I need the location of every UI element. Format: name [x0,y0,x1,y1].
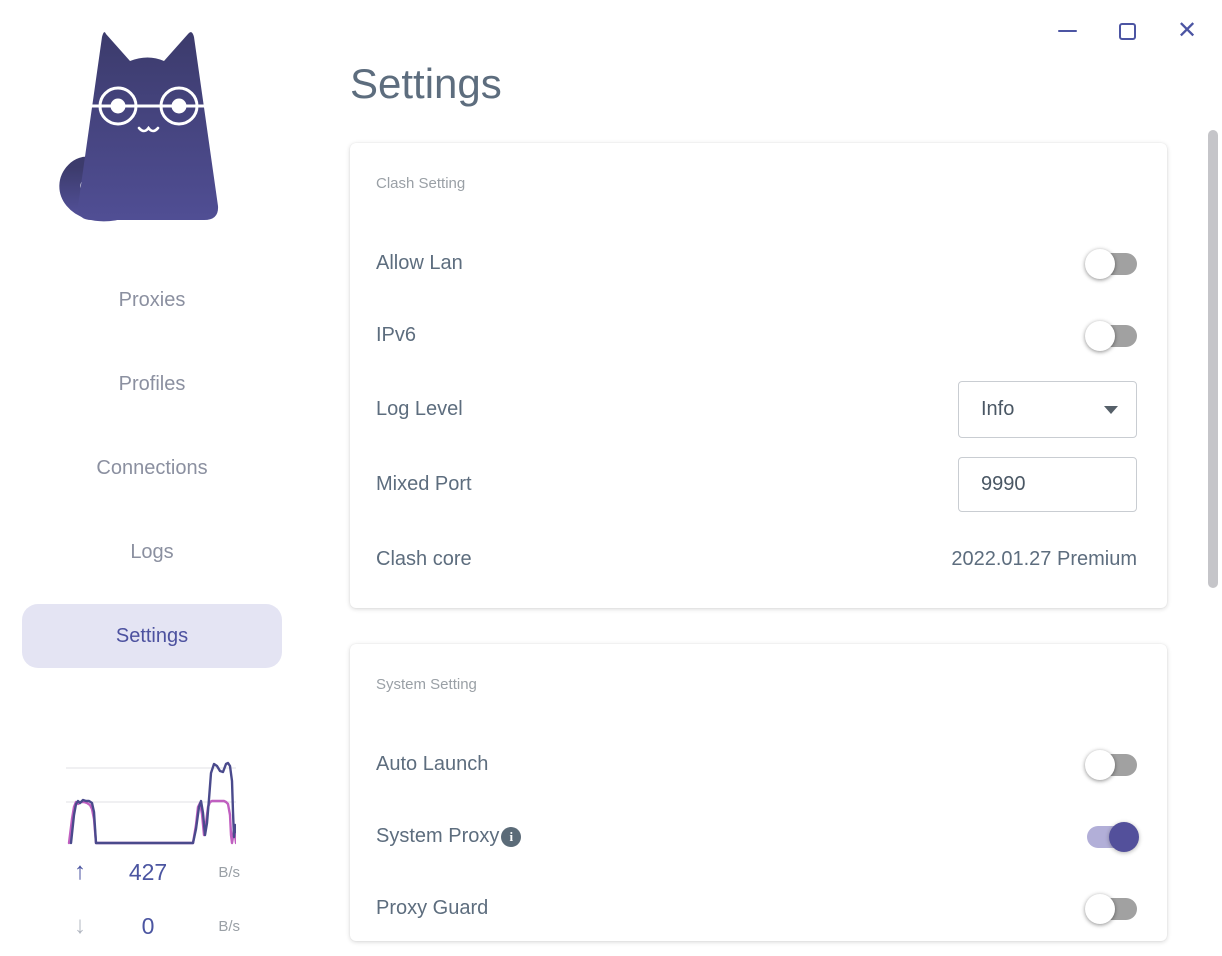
cat-glasses [92,86,205,126]
log-level-select[interactable]: Info [958,381,1137,438]
info-icon[interactable]: i [501,826,522,847]
log-level-selected-value: Info [981,398,1015,420]
mixed-port-input[interactable] [958,457,1137,512]
allow-lan-toggle[interactable] [1085,248,1137,279]
system-proxy-toggle[interactable] [1087,821,1139,852]
close-button[interactable]: ✕ [1176,18,1198,44]
download-rate-row: ↓ 0 B/s [62,912,240,940]
setting-row-ipv6: IPv6 [376,307,1137,364]
toggle-knob [1109,821,1139,852]
sidebar-item-proxies[interactable]: Proxies [118,289,186,311]
row-label: Proxy Guard [376,897,489,919]
download-rate-value: 0 [141,912,155,939]
download-rate-unit: B/s [218,917,240,935]
maximize-icon [1118,22,1136,40]
close-icon: ✕ [1176,17,1198,44]
cat-body [77,32,219,221]
setting-row-system-proxy: System Proxy i [376,808,1139,865]
toggle-knob [1085,248,1115,279]
upload-rate-value: 427 [128,858,168,885]
sidebar-item-connections[interactable]: Connections [96,457,208,479]
card-header: Clash Setting [376,175,466,192]
setting-row-proxy-guard: Proxy Guard [376,880,1137,937]
toggle-knob [1085,893,1115,924]
row-label: Log Level [376,398,463,420]
setting-row-mixed-port: Mixed Port [376,456,1137,513]
page-title: Settings [350,60,502,107]
setting-row-allow-lan: Allow Lan [376,235,1137,292]
sidebar-item-profiles[interactable]: Profiles [118,373,186,395]
upload-rate-unit: B/s [218,863,240,881]
minimize-button[interactable] [1056,18,1078,44]
row-label: Auto Launch [376,753,489,775]
traffic-sparkline [66,761,236,845]
toggle-knob [1085,320,1115,351]
download-arrow-icon: ↓ [74,912,86,939]
clash-cat-logo [59,32,219,222]
setting-row-log-level: Log Level Info [376,381,1137,438]
sidebar-item-logs[interactable]: Logs [130,541,174,563]
upload-arrow-icon: ↑ [74,858,86,885]
system-setting-card: System Setting Auto Launch System Proxy … [350,644,1167,941]
proxy-guard-toggle[interactable] [1085,893,1137,924]
upload-rate-row: ↑ 427 B/s [62,858,240,886]
row-label: System Proxy i [376,825,522,848]
minimize-icon [1057,29,1077,33]
maximize-button[interactable] [1116,18,1138,44]
row-label-text: System Proxy [376,825,500,847]
dropdown-caret-icon [1104,405,1118,414]
clash-setting-card: Clash Setting Allow Lan IPv6 Log Level I… [350,143,1167,608]
toggle-knob [1085,749,1115,780]
row-label: Allow Lan [376,252,463,274]
cat-mouth [137,125,160,133]
setting-row-auto-launch: Auto Launch [376,736,1137,793]
auto-launch-toggle[interactable] [1085,749,1137,780]
clash-core-version: 2022.01.27 Premium [951,548,1137,570]
window-controls: ✕ [1056,18,1198,44]
ipv6-toggle[interactable] [1085,320,1137,351]
row-label: Clash core [376,548,472,570]
scrollbar-thumb[interactable] [1208,130,1218,588]
row-label: IPv6 [376,324,417,346]
setting-row-clash-core: Clash core 2022.01.27 Premium [376,531,1137,588]
sidebar: Proxies Profiles Connections Logs Settin… [0,0,305,956]
sidebar-item-settings[interactable]: Settings [22,604,282,668]
row-label: Mixed Port [376,473,472,495]
card-header: System Setting [376,676,477,693]
